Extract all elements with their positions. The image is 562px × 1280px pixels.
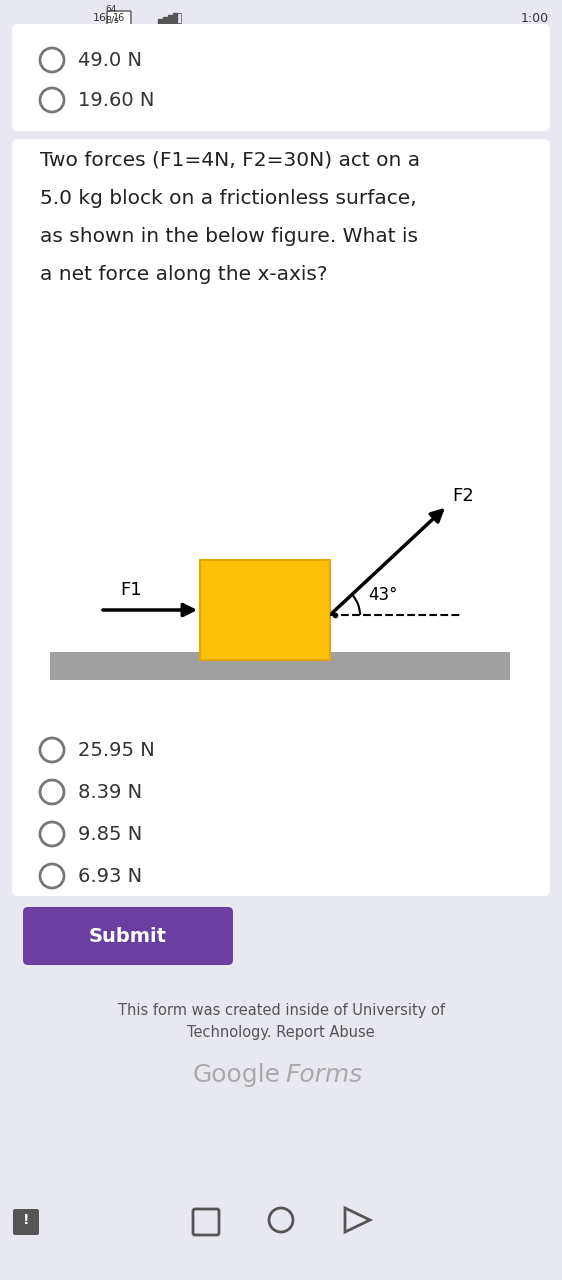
Text: F2: F2 bbox=[452, 486, 474, 504]
Text: 49.0 N: 49.0 N bbox=[78, 50, 142, 69]
Text: 43°: 43° bbox=[368, 586, 397, 604]
Text: 〜: 〜 bbox=[174, 12, 182, 24]
Text: Forms: Forms bbox=[285, 1062, 362, 1087]
Text: 16: 16 bbox=[93, 13, 107, 23]
Text: 9.85 N: 9.85 N bbox=[78, 824, 142, 844]
Bar bbox=[168, 15, 171, 23]
Text: 6.93 N: 6.93 N bbox=[78, 867, 142, 886]
FancyBboxPatch shape bbox=[13, 1210, 39, 1235]
Text: 16: 16 bbox=[113, 13, 125, 23]
Text: 8.39 N: 8.39 N bbox=[78, 782, 142, 801]
FancyBboxPatch shape bbox=[12, 24, 550, 131]
Text: F1: F1 bbox=[120, 581, 142, 599]
Text: Two forces (F1=4N, F2=30N) act on a: Two forces (F1=4N, F2=30N) act on a bbox=[40, 151, 420, 169]
Text: 1:00: 1:00 bbox=[521, 12, 549, 24]
Text: 5.0 kg block on a frictionless surface,: 5.0 kg block on a frictionless surface, bbox=[40, 188, 417, 207]
Bar bbox=[173, 13, 176, 23]
FancyBboxPatch shape bbox=[12, 140, 550, 896]
Text: a net force along the x-axis?: a net force along the x-axis? bbox=[40, 265, 328, 283]
Text: This form was created inside of University of: This form was created inside of Universi… bbox=[117, 1002, 445, 1018]
Bar bbox=[200, 561, 330, 660]
Text: !: ! bbox=[22, 1213, 29, 1228]
Text: Google: Google bbox=[193, 1062, 281, 1087]
Bar bbox=[163, 17, 166, 23]
Text: Technology. Report Abuse: Technology. Report Abuse bbox=[187, 1024, 375, 1039]
Text: 25.95 N: 25.95 N bbox=[78, 741, 155, 759]
Text: 19.60 N: 19.60 N bbox=[78, 91, 155, 110]
Text: 64
B/s: 64 B/s bbox=[105, 5, 119, 24]
Text: Submit: Submit bbox=[89, 927, 167, 946]
Bar bbox=[50, 652, 510, 680]
Text: as shown in the below figure. What is: as shown in the below figure. What is bbox=[40, 227, 418, 246]
FancyBboxPatch shape bbox=[23, 908, 233, 965]
FancyBboxPatch shape bbox=[107, 12, 131, 26]
Bar bbox=[158, 19, 161, 23]
